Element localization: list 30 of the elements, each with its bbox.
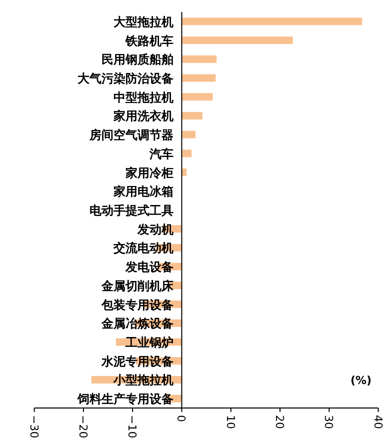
y-tick-label: 电动手提式工具 bbox=[90, 204, 174, 218]
y-tick-label: 水泥专用设备 bbox=[100, 354, 174, 368]
y-tick-label: 家用洗衣机 bbox=[112, 109, 174, 124]
y-tick-label: 金属冶炼设备 bbox=[100, 316, 174, 331]
y-tick-label: 汽车 bbox=[148, 146, 174, 161]
y-tick-label: 中型拖拉机 bbox=[114, 90, 174, 104]
y-tick-label: 大气污染防治设备 bbox=[78, 72, 174, 86]
y-tick-label: 发电设备 bbox=[124, 260, 174, 274]
x-tick-label: 10 bbox=[224, 415, 237, 429]
y-tick-label: 发动机 bbox=[136, 222, 174, 236]
x-tick-label: −10 bbox=[126, 415, 139, 438]
y-tick-label: 房间空气调节器 bbox=[88, 128, 174, 142]
y-tick-label: 饲料生产专用设备 bbox=[76, 392, 174, 406]
y-tick-label: 金属切削机床 bbox=[100, 278, 175, 293]
y-tick-label: 大型拖拉机 bbox=[114, 14, 174, 29]
y-tick-label: 家用冷柜 bbox=[124, 166, 174, 180]
y-tick-label: 家用电冰箱 bbox=[112, 184, 174, 199]
x-tick-label: 30 bbox=[322, 415, 336, 429]
y-tick-label: 工业锅炉 bbox=[124, 336, 174, 350]
y-tick-label: 小型拖拉机 bbox=[112, 373, 174, 388]
y-tick-label: 民用钢质船舶 bbox=[102, 52, 174, 67]
x-tick-label: −20 bbox=[76, 415, 90, 438]
y-tick-label: 铁路机车 bbox=[124, 34, 174, 48]
x-tick-label: −30 bbox=[27, 415, 40, 438]
x-tick-label: 0 bbox=[174, 415, 188, 422]
x-tick-label: 40 bbox=[371, 415, 384, 429]
y-tick-label: 包装专用设备 bbox=[100, 298, 174, 312]
x-tick-label: 20 bbox=[273, 415, 286, 429]
annotation: (%) bbox=[350, 374, 372, 387]
y-tick-label: 交流电动机 bbox=[112, 241, 174, 256]
